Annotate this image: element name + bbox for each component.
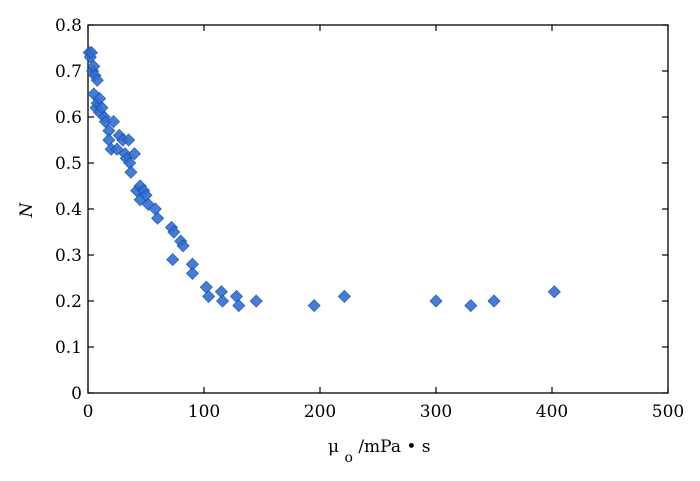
data-point [124,165,138,179]
data-point [337,289,351,303]
data-point [84,46,99,60]
y-tick-label: 0.5 [55,154,82,174]
y-tick-label: 0.2 [55,292,82,312]
y-tick-label: 0.8 [55,16,82,36]
y-tick-label: 0.4 [55,200,82,220]
plot-frame [87,24,669,394]
x-tick-label: 0 [83,402,94,422]
data-point [487,294,501,308]
y-tick-label: 0 [71,384,82,404]
data-point [127,147,141,161]
y-axis-label: N [17,201,37,218]
data-point [166,253,180,267]
y-tick-label: 0.1 [55,338,82,358]
data-point [102,133,116,147]
y-tick-label: 0.7 [55,62,82,82]
x-axis-label: μ o /mPa • s [328,437,431,467]
x-tick-label: 300 [420,402,452,422]
data-point [229,289,244,303]
data-point [151,211,165,225]
data-point [429,294,443,308]
x-axis-label-subscript: o [344,450,352,466]
data-point [249,294,263,308]
data-point [122,133,136,147]
data-point [176,239,190,253]
x-tick-label: 200 [304,402,336,422]
data-point [199,280,213,294]
x-tick-label: 400 [536,402,568,422]
x-axis-label-mu: μ [328,437,339,457]
data-points [82,46,561,313]
data-point [185,266,199,280]
y-tick-label: 0.6 [55,108,82,128]
data-point [90,73,104,87]
y-tick-labels: 0 0.1 0.2 0.3 0.4 0.5 0.6 0.7 0.8 [55,16,82,404]
data-point [202,289,216,303]
x-axis-label-units: /mPa • s [358,437,430,457]
x-tick-label: 100 [188,402,220,422]
x-tick-labels: 0 100 200 300 400 500 [83,402,685,422]
data-point [464,299,478,313]
data-point [232,299,246,313]
data-point [167,225,181,239]
data-point [110,142,124,156]
x-tick-label: 500 [652,402,684,422]
tick-marks [87,24,669,394]
data-point [106,115,121,129]
y-tick-label: 0.3 [55,246,82,266]
data-point [547,285,561,299]
data-point [215,294,230,308]
data-point [307,299,321,313]
